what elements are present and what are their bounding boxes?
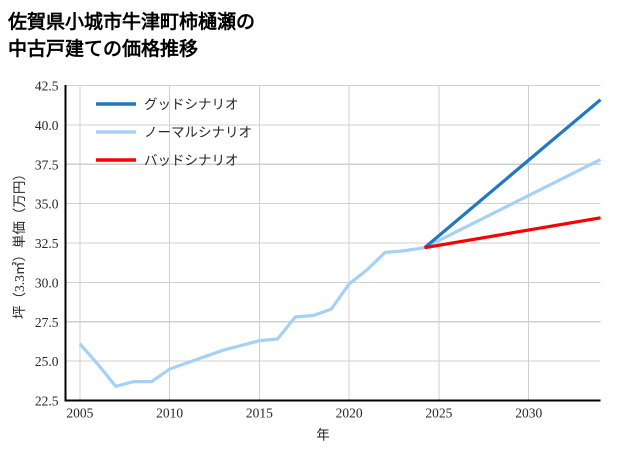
- x-tick-label: 2010: [156, 406, 183, 421]
- y-tick-label: 40.0: [35, 118, 59, 133]
- y-tick-label: 42.5: [35, 79, 59, 94]
- x-axis-label: 年: [316, 428, 330, 443]
- series-lines: [78, 98, 602, 388]
- legend-label: グッドシナリオ: [144, 97, 239, 112]
- gridlines: [65, 84, 601, 402]
- y-tick-label: 30.0: [35, 275, 59, 290]
- legend-label: バッドシナリオ: [144, 153, 239, 168]
- x-tick-label: 2015: [246, 406, 273, 421]
- series-line: [78, 158, 602, 388]
- y-axis-title: 坪（3.3㎡）単価（万円）: [12, 167, 27, 319]
- x-axis-tick-labels: 2005 2010 2015 2020 2025 2030: [66, 406, 542, 421]
- x-tick-label: 2005: [66, 406, 93, 421]
- legend-label: ノーマルシナリオ: [144, 125, 252, 140]
- x-tick-label: 2020: [336, 406, 363, 421]
- y-tick-label: 35.0: [35, 197, 59, 212]
- series-line: [424, 216, 601, 250]
- x-axis-title: 年: [316, 428, 330, 443]
- y-tick-label: 27.5: [35, 315, 59, 330]
- y-axis-tick-labels: 22.5 25.0 27.5 30.0 32.5 35.0 37.5 40.0 42.5: [35, 79, 59, 409]
- x-tick-label: 2025: [425, 406, 452, 421]
- axis-spines: [64, 85, 601, 402]
- series-line: [423, 98, 602, 249]
- chart-title-line: 中古戸建ての価格推移: [8, 37, 198, 60]
- x-tick-label: 2030: [515, 406, 542, 421]
- y-tick-label: 37.5: [35, 157, 59, 172]
- y-axis-label: 坪（3.3㎡）単価（万円）: [12, 167, 27, 319]
- y-tick-label: 32.5: [35, 236, 59, 251]
- chart-title-line: 佐賀県小城市牛津町柿樋瀬の: [7, 10, 255, 33]
- y-tick-label: 22.5: [35, 394, 59, 409]
- y-tick-label: 25.0: [35, 354, 59, 369]
